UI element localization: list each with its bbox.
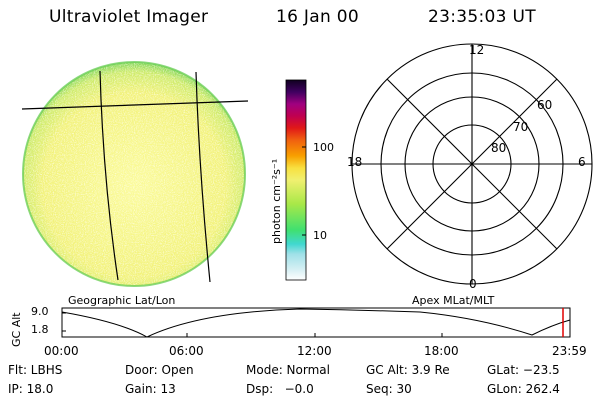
mlat-label-80: 80 — [491, 141, 507, 155]
geographic-label: Geographic Lat/Lon — [68, 294, 176, 307]
mlt-label-6: 6 — [578, 155, 586, 169]
longitude-line-west — [99, 70, 119, 281]
instrument-title: Ultraviolet Imager — [49, 7, 209, 27]
info-mode: Mode: Normal — [246, 363, 330, 377]
date-label: 16 Jan 00 — [276, 7, 359, 27]
info-filter: Flt: LBHS — [8, 363, 63, 377]
mlt-label-0: 0 — [469, 277, 477, 291]
time-tick-0000: 00:00 — [44, 344, 79, 358]
time-tick-1800: 18:00 — [424, 344, 459, 358]
mlat-label-60: 60 — [537, 98, 553, 112]
mlt-label-12: 12 — [469, 43, 485, 57]
info-gc-alt: GC Alt: 3.9 Re — [366, 363, 450, 377]
colorbar-tick-100: 100 — [313, 141, 334, 154]
earth-disk-image — [21, 61, 249, 287]
latitude-line — [21, 100, 249, 110]
info-door: Door: Open — [125, 363, 194, 377]
info-glat: GLat: −23.5 — [487, 363, 560, 377]
info-dsp: Dsp: −0.0 — [246, 382, 314, 396]
altitude-ylabel: GC Alt — [10, 312, 23, 347]
mlt-label-18: 18 — [347, 155, 363, 169]
info-gain: Gain: 13 — [125, 382, 176, 396]
longitude-line-east — [195, 71, 211, 283]
altitude-plot — [61, 307, 571, 338]
colorbar-unit-label: photon cm⁻²s⁻¹ — [270, 158, 283, 244]
info-glon: GLon: 262.4 — [487, 382, 560, 396]
time-tick-2359: 23:59 — [552, 344, 587, 358]
altitude-ytick-9: 9.0 — [31, 305, 49, 318]
mlat-label-70: 70 — [513, 120, 529, 134]
color-bar — [285, 79, 307, 281]
polar-grid — [351, 43, 593, 285]
time-label: 23:35:03 UT — [428, 7, 536, 27]
altitude-ytick-1-8: 1.8 — [31, 323, 49, 336]
info-seq: Seq: 30 — [366, 382, 412, 396]
time-tick-0600: 06:00 — [169, 344, 204, 358]
time-tick-1200: 12:00 — [297, 344, 332, 358]
colorbar-tick-10: 10 — [313, 229, 327, 242]
apex-label: Apex MLat/MLT — [412, 294, 495, 307]
info-ip: IP: 18.0 — [8, 382, 54, 396]
